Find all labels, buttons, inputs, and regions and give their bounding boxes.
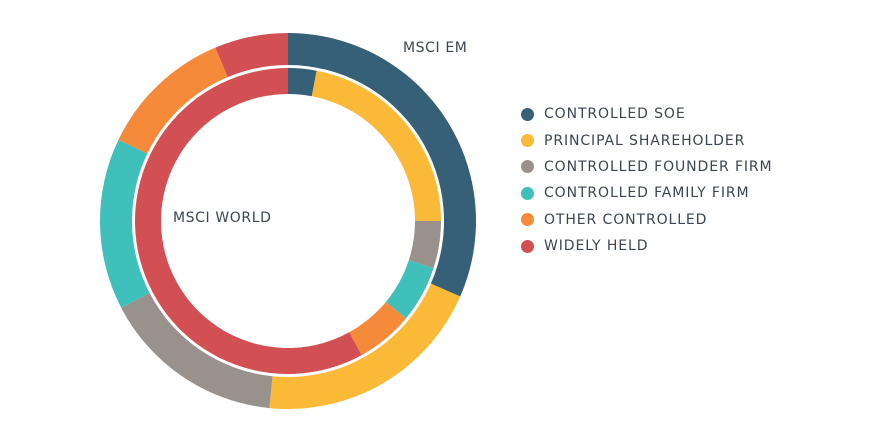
inner-slice-other-controlled xyxy=(349,301,406,356)
legend-label: CONTROLLED FOUNDER FIRM xyxy=(544,158,773,175)
outer-slice-other-controlled xyxy=(118,47,228,154)
outer-slice-controlled-founder-firm xyxy=(121,292,273,409)
inner-slice-controlled-family-firm xyxy=(385,260,434,319)
inner-slice-controlled-founder-firm xyxy=(408,221,442,269)
legend-item: CONTROLLED SOE xyxy=(521,101,773,127)
legend-item: CONTROLLED FOUNDER FIRM xyxy=(521,154,773,180)
outer-slice-controlled-soe xyxy=(288,33,476,297)
legend-label: PRINCIPAL SHAREHOLDER xyxy=(544,132,746,149)
outer-slice-widely-held xyxy=(215,33,288,78)
legend-label: CONTROLLED FAMILY FIRM xyxy=(544,185,750,202)
legend-label: WIDELY HELD xyxy=(544,238,649,255)
legend-swatch xyxy=(521,213,534,227)
legend-swatch xyxy=(521,107,534,121)
legend-item: WIDELY HELD xyxy=(521,233,773,259)
legend-swatch xyxy=(521,134,534,148)
inner-slice-controlled-soe xyxy=(288,68,317,97)
outer-slice-principal-shareholder xyxy=(269,283,461,409)
inner-ring-series-label: MSCI WORLD xyxy=(173,210,272,226)
legend-item: OTHER CONTROLLED xyxy=(521,207,773,233)
outer-ring-series-label: MSCI EM xyxy=(403,40,468,56)
legend-item: CONTROLLED FAMILY FIRM xyxy=(521,180,773,206)
inner-ring-msci-world xyxy=(135,68,442,374)
outer-slice-controlled-family-firm xyxy=(100,139,150,308)
legend-label: OTHER CONTROLLED xyxy=(544,211,708,228)
legend: CONTROLLED SOE PRINCIPAL SHAREHOLDER CON… xyxy=(521,101,773,259)
legend-swatch xyxy=(521,239,534,253)
inner-slice-principal-shareholder xyxy=(311,70,441,221)
inner-slice-widely-held xyxy=(135,68,362,374)
legend-swatch xyxy=(521,186,534,200)
outer-ring-msci-em xyxy=(100,33,476,409)
legend-label: CONTROLLED SOE xyxy=(544,106,686,123)
legend-swatch xyxy=(521,160,534,174)
legend-item: PRINCIPAL SHAREHOLDER xyxy=(521,127,773,153)
